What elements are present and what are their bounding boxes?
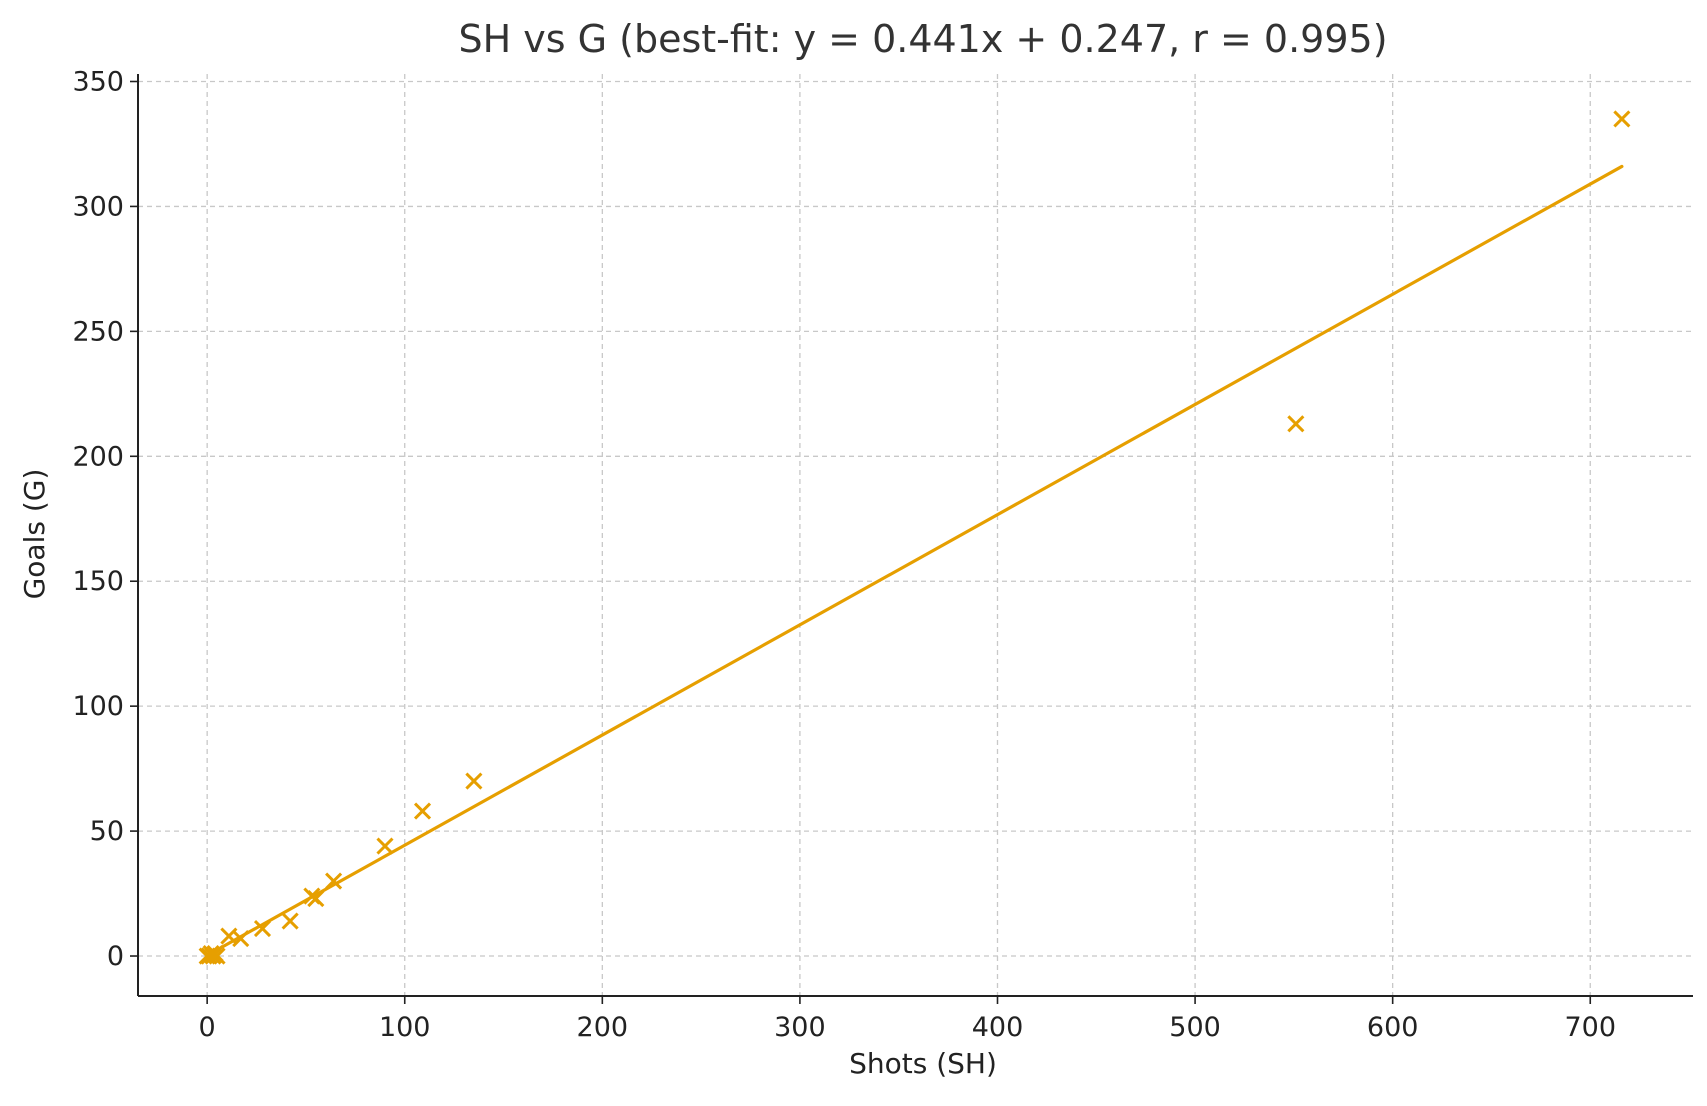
data-point (1287, 415, 1305, 433)
x-tick-label: 500 (1169, 1012, 1221, 1043)
data-points (198, 110, 1631, 965)
best-fit-line-group (205, 164, 1624, 958)
y-tick-label: 350 (72, 66, 124, 97)
x-tick-label: 700 (1564, 1012, 1616, 1043)
y-tick-label: 150 (72, 566, 124, 597)
grid-lines (138, 74, 1693, 996)
data-point (232, 929, 250, 948)
y-tick-label: 100 (72, 691, 124, 722)
data-point (208, 947, 226, 965)
data-point (253, 919, 272, 938)
y-tick-label: 250 (72, 316, 124, 347)
data-point (376, 837, 394, 855)
x-tick-label: 0 (199, 1012, 216, 1043)
data-point (1613, 110, 1631, 128)
data-point (281, 912, 299, 930)
data-point (325, 872, 343, 890)
x-tick-label: 300 (774, 1012, 826, 1043)
tick-labels: 0 100 200 300 400 500 600 700 0 50 100 150 200 250 300… (72, 66, 1616, 1043)
y-tick-label: 0 (107, 941, 124, 972)
data-point (307, 889, 325, 908)
x-tick-label: 200 (577, 1012, 629, 1043)
best-fit-line (205, 164, 1624, 958)
x-tick-label: 100 (379, 1012, 431, 1043)
y-tick-label: 50 (90, 816, 124, 847)
axes (130, 74, 1693, 1004)
x-tick-label: 600 (1367, 1012, 1419, 1043)
data-point (413, 802, 432, 820)
y-tick-label: 200 (72, 441, 124, 472)
data-point (465, 772, 483, 790)
chart-title: SH vs G (best-fit: y = 0.441x + 0.247, r… (458, 17, 1387, 61)
y-tick-label: 300 (72, 191, 124, 222)
x-tick-label: 400 (972, 1012, 1024, 1043)
y-axis-label: Goals (G) (18, 469, 51, 600)
x-axis-label: Shots (SH) (849, 1047, 997, 1080)
